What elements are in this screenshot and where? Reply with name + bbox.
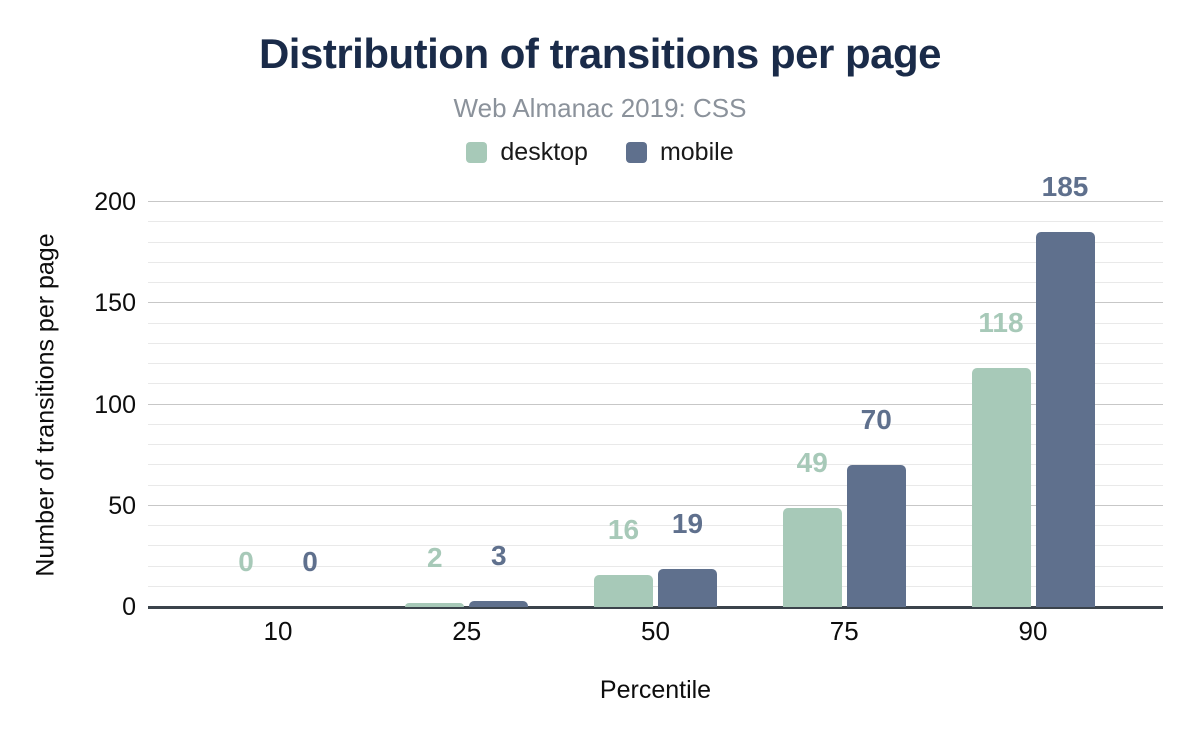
legend-item-mobile: mobile — [625, 138, 734, 167]
legend-swatch-icon — [625, 142, 647, 163]
value-label-desktop-p90: 118 — [978, 307, 1024, 339]
gridline-minor — [148, 444, 1163, 445]
y-tick-label: 200 — [94, 188, 136, 216]
value-label-desktop-p50: 16 — [607, 513, 640, 545]
value-label-mobile-p25: 3 — [490, 539, 507, 571]
value-label-mobile-p90: 185 — [1041, 171, 1089, 203]
gridline-minor — [148, 565, 1163, 567]
gridline-minor — [148, 383, 1163, 385]
chart-title: Distribution of transitions per page — [258, 30, 942, 77]
gridline-minor — [148, 484, 1163, 486]
gridline-minor — [148, 342, 1163, 344]
bar-desktop-p90 — [971, 368, 1031, 607]
chart-subtitle: Web Almanac 2019: CSS — [453, 93, 747, 123]
gridline-minor — [148, 464, 1163, 466]
gridline-minor — [148, 545, 1163, 547]
bar-mobile-p90 — [1035, 232, 1095, 607]
bar-desktop-p75 — [782, 507, 842, 607]
value-label-desktop-p25: 2 — [426, 541, 443, 573]
x-tick-label: 25 — [452, 616, 482, 646]
x-tick-label: 10 — [263, 616, 293, 646]
gridline-minor — [148, 363, 1163, 364]
gridline-minor — [148, 261, 1163, 263]
bar-desktop-p50 — [594, 574, 653, 607]
x-axis-title: Percentile — [599, 676, 712, 704]
gridline-major — [148, 504, 1163, 506]
y-tick-label: 50 — [108, 491, 136, 520]
x-tick-label: 90 — [1018, 616, 1048, 646]
y-tick-label: 100 — [94, 390, 136, 419]
legend-item-desktop: desktop — [466, 138, 588, 167]
gridline-major — [148, 302, 1163, 304]
gridline-minor — [148, 585, 1163, 587]
x-tick-label: 50 — [641, 616, 670, 646]
value-label-mobile-p10: 0 — [302, 546, 318, 577]
gridline-minor — [148, 282, 1163, 283]
legend-label: desktop — [500, 138, 588, 166]
plot-area: 0 2 16 49 118 0 3 19 70 185 — [148, 173, 1163, 609]
bar-mobile-p75 — [846, 465, 906, 607]
value-label-mobile-p75: 70 — [860, 404, 892, 436]
bar-desktop-p25 — [405, 602, 465, 607]
gridline-minor — [148, 423, 1163, 425]
gridline-minor — [148, 322, 1163, 324]
y-tick-label: 150 — [94, 289, 136, 318]
value-label-mobile-p50: 19 — [671, 507, 704, 539]
gridline-minor — [148, 241, 1163, 243]
gridline-minor — [148, 221, 1163, 223]
legend-swatch-icon — [466, 142, 488, 163]
legend-label: mobile — [659, 138, 734, 166]
value-label-desktop-p10: 0 — [238, 546, 254, 577]
bar-mobile-p25 — [469, 600, 529, 607]
value-label-desktop-p75: 49 — [796, 446, 828, 478]
gridline-minor — [148, 525, 1163, 526]
gridline-major — [148, 403, 1163, 405]
x-tick-label: 75 — [829, 616, 859, 646]
x-axis-baseline — [148, 606, 1163, 609]
bar-mobile-p50 — [658, 568, 717, 607]
legend: desktop mobile — [0, 138, 1200, 167]
gridline-major — [148, 201, 1163, 202]
y-tick-label: 0 — [122, 593, 136, 621]
